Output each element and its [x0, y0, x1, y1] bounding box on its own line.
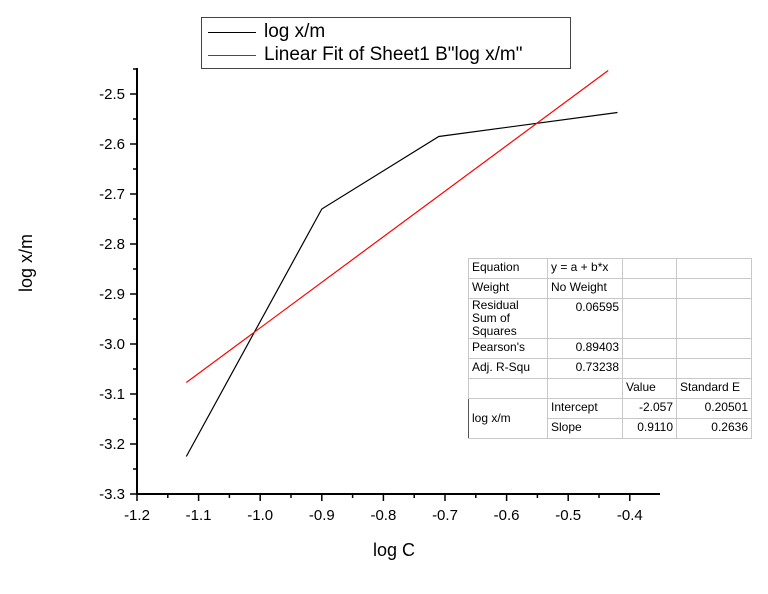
x-tick-label: -0.7 — [432, 507, 458, 524]
table-cell: Intercept — [547, 398, 623, 419]
table-cell — [622, 278, 677, 299]
table-cell — [676, 338, 752, 359]
x-tick-label: -0.9 — [309, 507, 335, 524]
y-tick-label: -2.7 — [99, 186, 125, 203]
y-tick-label: -2.8 — [99, 236, 125, 253]
table-header: Standard E — [676, 378, 752, 399]
legend-line-red — [208, 54, 256, 56]
y-tick-label: -3.2 — [99, 436, 125, 453]
table-cell — [547, 378, 623, 399]
x-tick-label: -0.5 — [555, 507, 581, 524]
table-cell: Equation — [468, 258, 548, 279]
y-tick-label: -3.3 — [99, 486, 125, 503]
table-cell — [622, 338, 677, 359]
table-cell: No Weight — [547, 278, 623, 299]
table-cell — [468, 378, 548, 399]
table-cell: 0.20501 — [676, 398, 752, 419]
table-cell: 0.89403 — [547, 338, 623, 359]
table-cell: y = a + b*x — [547, 258, 623, 279]
table-cell: Adj. R-Squ — [468, 358, 548, 379]
fit-results-table: Equation y = a + b*x Weight No Weight Re… — [468, 258, 752, 439]
table-cell: 0.9110 — [622, 418, 677, 439]
table-cell: 0.06595 — [547, 298, 623, 339]
legend-label: Linear Fit of Sheet1 B"log x/m" — [264, 44, 523, 65]
y-tick-label: -2.6 — [99, 136, 125, 153]
table-cell — [676, 298, 752, 339]
y-tick-label: -2.9 — [99, 286, 125, 303]
y-tick-label: -3.1 — [99, 386, 125, 403]
table-cell: 0.2636 — [676, 418, 752, 439]
y-tick-label: -2.5 — [99, 86, 125, 103]
x-axis-label: log C — [373, 540, 416, 560]
y-axis-label: log x/m — [16, 233, 36, 292]
table-cell — [622, 298, 677, 339]
table-cell — [676, 258, 752, 279]
x-tick-label: -1.0 — [247, 507, 273, 524]
table-cell — [676, 358, 752, 379]
linear-fit-line — [185, 70, 609, 383]
legend-label: log x/m — [264, 21, 326, 42]
table-cell — [676, 278, 752, 299]
table-cell: Slope — [547, 418, 623, 439]
legend-item-fit: Linear Fit of Sheet1 B"log x/m" — [208, 44, 523, 66]
x-tick-label: -0.6 — [494, 507, 520, 524]
legend-line-black — [208, 31, 256, 33]
legend-item-data: log x/m — [208, 21, 325, 43]
table-cell — [622, 358, 677, 379]
table-cell: Weight — [468, 278, 548, 299]
table-group-label: log x/m — [468, 398, 548, 439]
x-tick-label: -1.1 — [186, 507, 212, 524]
x-tick-label: -0.8 — [370, 507, 396, 524]
x-tick-label: -1.2 — [124, 507, 150, 524]
x-tick-label: -0.4 — [617, 507, 643, 524]
y-tick-label: -3.0 — [99, 336, 125, 353]
table-cell — [622, 258, 677, 279]
table-header: Value — [622, 378, 677, 399]
table-cell: 0.73238 — [547, 358, 623, 379]
table-cell: Pearson's — [468, 338, 548, 359]
chart-legend: log x/m Linear Fit of Sheet1 B"log x/m" — [201, 17, 571, 69]
table-cell: Residual Sum of Squares — [472, 299, 519, 338]
table-cell: -2.057 — [622, 398, 677, 419]
